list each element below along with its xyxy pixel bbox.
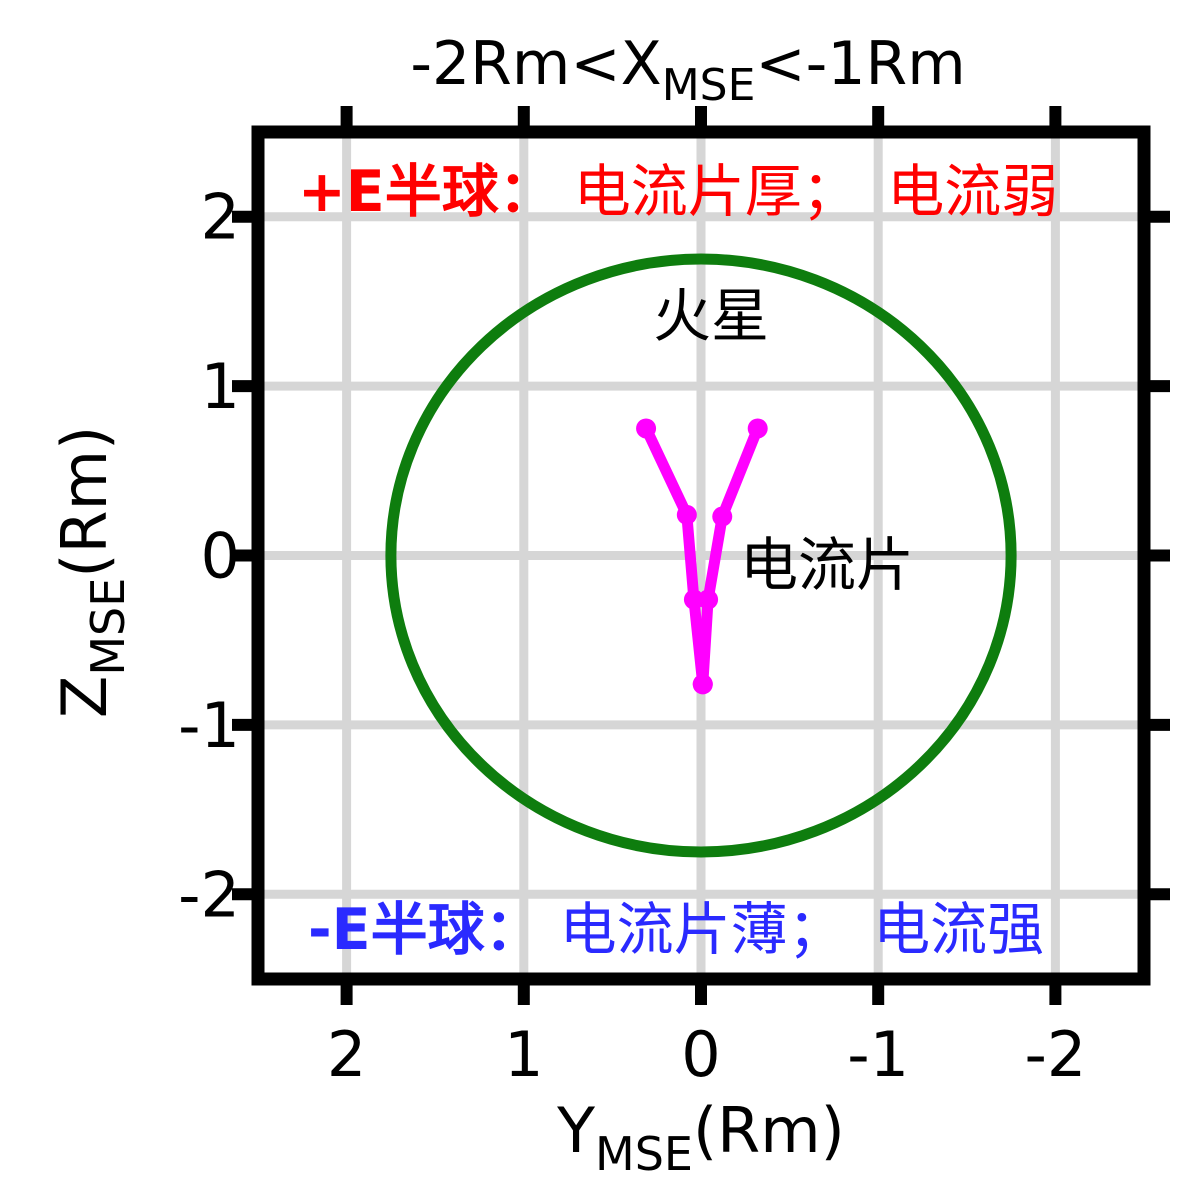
current_sheet_left_branch-line [640, 422, 709, 690]
current-sheet-series-layer [636, 418, 768, 695]
y-axis-label-main: Z [48, 676, 121, 718]
mars-circle-layer [385, 253, 1017, 858]
minus-e-annotation-rest: 电流片薄； 电流强 [560, 897, 1045, 963]
y-axis-label-unit: (Rm) [48, 426, 121, 578]
minus-e-annotation-bold: -E半球： [308, 897, 542, 963]
chart-title-pre: -2Rm<X [410, 29, 661, 99]
plus-e-annotation: +E半球： 电流片厚； 电流弱 [298, 159, 1058, 225]
plus-e-annotation-rest: 电流片厚； 电流弱 [574, 159, 1059, 225]
mars-label: 火星 [653, 282, 769, 350]
minus-e-annotation: -E半球： 电流片薄； 电流强 [308, 897, 1044, 963]
x-tick-labels: 2 1 0 -1 -2 [327, 1018, 1086, 1091]
mars-circle [385, 253, 1017, 858]
x-axis-label-subscript: MSE [595, 1127, 693, 1181]
current_sheet_left_branch-marker [636, 418, 657, 439]
current_sheet_right_branch-marker [747, 418, 768, 439]
y-tick-label-2: 2 [201, 181, 240, 254]
current_sheet_left_branch-marker [683, 589, 704, 610]
x-tick-label-1: 1 [504, 1018, 543, 1091]
y-tick-label-1: 1 [201, 350, 240, 423]
current_sheet_left_branch-marker [676, 504, 697, 525]
x-tick-label-m2: -2 [1024, 1018, 1086, 1091]
y-axis-label: ZMSE(Rm) [48, 426, 135, 718]
plus-e-annotation-bold: +E半球： [298, 159, 556, 225]
current-sheet-label: 电流片 [740, 531, 914, 599]
x-tick-label-0: 0 [681, 1018, 720, 1091]
y-tick-label-m2: -2 [178, 858, 240, 931]
y-tick-label-0: 0 [201, 520, 240, 593]
x-axis-label-main: Y [556, 1094, 595, 1167]
chart-title-subscript: MSE [662, 60, 756, 111]
x-axis-label-unit: (Rm) [693, 1094, 845, 1167]
current_sheet_right_branch-marker [692, 674, 713, 695]
current_sheet_right_branch-marker [712, 506, 733, 527]
tick-mark-layer [232, 106, 1170, 1005]
chart-title-post: <-1Rm [755, 29, 965, 99]
current_sheet_right_branch-marker [698, 589, 719, 610]
grid-layer [258, 132, 1144, 979]
current_sheet_right_branch-line [697, 422, 764, 690]
y-tick-labels: 2 1 0 -1 -2 [178, 181, 240, 932]
x-tick-label-2: 2 [327, 1018, 366, 1091]
x-axis-label: YMSE(Rm) [556, 1094, 845, 1181]
y-tick-label-m1: -1 [178, 689, 240, 762]
chart-title: -2Rm<XMSE<-1Rm [410, 29, 965, 111]
y-axis-label-subscript: MSE [81, 578, 135, 676]
x-tick-label-m1: -1 [847, 1018, 909, 1091]
